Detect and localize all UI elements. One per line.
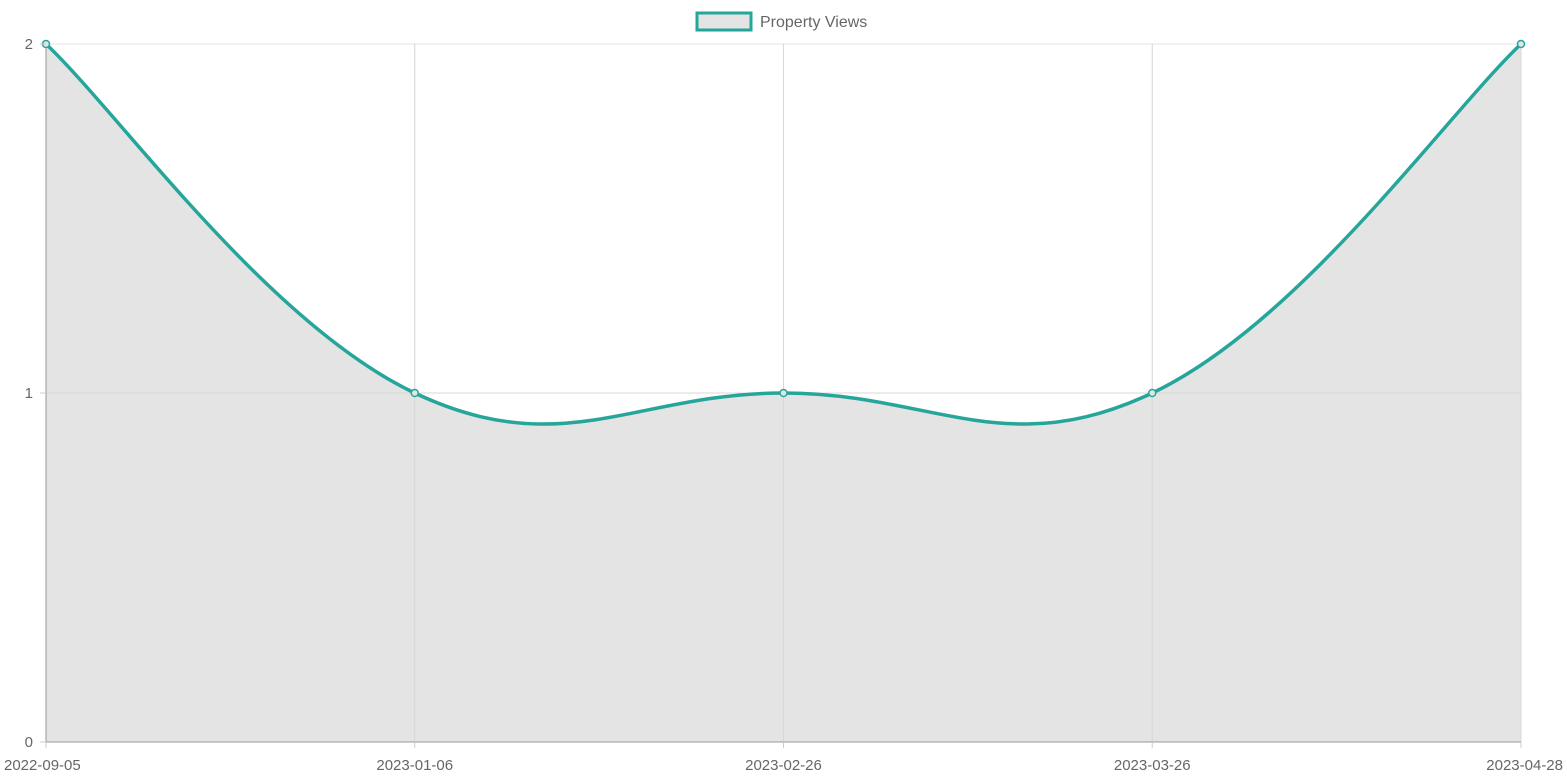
axes — [40, 44, 1521, 748]
chart-legend[interactable]: Property Views — [695, 11, 867, 32]
data-point-2023-01-06 — [410, 388, 419, 398]
data-point-2023-04-28 — [1516, 39, 1526, 49]
x-tick-label: 2023-01-06 — [376, 757, 453, 774]
x-tick-label: 2022-09-05 — [4, 757, 81, 774]
x-tick-label: 2023-02-26 — [745, 757, 822, 774]
legend-label-property-views: Property Views — [760, 14, 867, 31]
legend-swatch-property-views — [695, 11, 753, 32]
y-axis-ticks: 0 1 2 — [25, 36, 46, 751]
x-axis-ticks: 2022-09-05 2023-01-06 2023-02-26 2023-03-26… — [4, 742, 1563, 774]
data-points — [41, 39, 1526, 398]
y-tick-label: 2 — [25, 36, 33, 53]
x-tick-label: 2023-03-26 — [1114, 757, 1191, 774]
x-tick-label: 2023-04-28 — [1486, 757, 1563, 774]
data-point-2023-03-26 — [1148, 388, 1157, 398]
y-tick-label: 1 — [25, 385, 33, 402]
y-tick-label: 0 — [25, 734, 33, 751]
data-point-2023-02-26 — [779, 388, 788, 398]
